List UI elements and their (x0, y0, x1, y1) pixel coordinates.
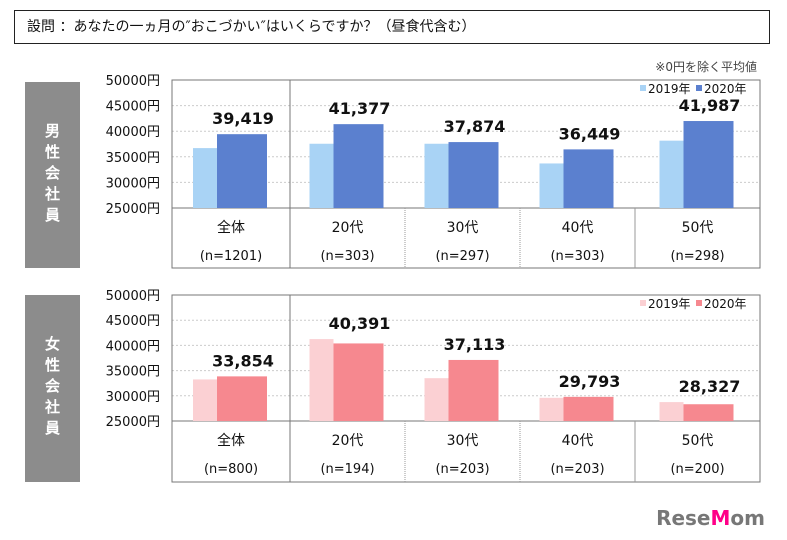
legend-label: 2019年 (648, 82, 691, 96)
category-label: 20代 (332, 433, 364, 449)
data-label: 40,391 (329, 314, 391, 333)
bar-2020 (217, 376, 267, 421)
data-label: 39,419 (212, 109, 274, 128)
bar-2020 (683, 404, 734, 421)
y-tick-label: 35000円 (106, 151, 160, 166)
data-label: 37,874 (444, 117, 506, 136)
y-tick-label: 40000円 (106, 339, 160, 354)
plot-frame (171, 294, 761, 483)
bar-2019 (659, 402, 684, 421)
question-title: 設問 ：あなたの一ヵ月の″おこづかい″はいくらですか？（昼食代含む） (14, 10, 770, 44)
y-tick-label: 25000円 (106, 415, 160, 430)
bar-2020 (217, 134, 267, 208)
y-tick-label: 30000円 (106, 390, 160, 405)
plot-frame (171, 79, 761, 269)
y-tick-label: 45000円 (106, 314, 160, 329)
data-label: 41,377 (329, 99, 391, 118)
sample-size-label: (n=1201) (200, 249, 262, 264)
data-label: 37,113 (444, 335, 506, 354)
bar-2020 (563, 396, 614, 421)
panel-label-female: 女性会社員 (25, 295, 80, 482)
resemom-logo: ReseMom (656, 506, 765, 530)
bar-2020 (563, 149, 614, 208)
sample-size-label: (n=800) (204, 462, 258, 477)
legend-swatch (696, 85, 702, 91)
y-tick-label: 45000円 (106, 100, 160, 115)
y-tick-label: 50000円 (106, 74, 160, 89)
category-label: 50代 (682, 433, 714, 449)
category-label: 全体 (217, 219, 245, 236)
average-note: ※0円を除く平均値 (655, 60, 757, 74)
y-tick-label: 30000円 (106, 176, 160, 191)
bar-2019 (539, 163, 564, 208)
legend-label: 2020年 (704, 297, 747, 311)
data-label: 36,449 (559, 124, 621, 143)
y-tick-label: 50000円 (106, 289, 160, 304)
data-label: 33,854 (212, 351, 274, 370)
bar-2019 (424, 378, 449, 421)
legend-swatch (696, 300, 702, 306)
category-label: 30代 (447, 220, 479, 236)
sample-size-label: (n=200) (670, 462, 724, 477)
data-label: 29,793 (559, 372, 621, 391)
sample-size-label: (n=297) (435, 249, 489, 264)
legend-label: 2019年 (648, 297, 691, 311)
bar-2020 (333, 343, 384, 421)
bar-2019 (309, 143, 334, 208)
category-label: 20代 (332, 220, 364, 236)
bar-2019 (193, 379, 217, 421)
y-tick-label: 35000円 (106, 365, 160, 380)
data-label: 28,327 (679, 377, 741, 396)
category-label: 40代 (562, 220, 594, 236)
category-label: 30代 (447, 433, 479, 449)
bar-2019 (309, 339, 334, 421)
sample-size-label: (n=203) (550, 462, 604, 477)
data-label: 41,987 (679, 96, 741, 115)
y-tick-label: 25000円 (106, 202, 160, 217)
bar-2020 (333, 124, 384, 208)
sample-size-label: (n=303) (320, 249, 374, 264)
category-label: 40代 (562, 433, 594, 449)
legend-swatch (640, 300, 646, 306)
sample-size-label: (n=203) (435, 462, 489, 477)
panel-label-male: 男性会社員 (25, 82, 80, 268)
legend-swatch (640, 85, 646, 91)
bar-2020 (448, 142, 499, 208)
bar-2019 (659, 140, 684, 208)
bar-2019 (424, 143, 449, 208)
sample-size-label: (n=303) (550, 249, 604, 264)
category-label: 50代 (682, 220, 714, 236)
y-tick-label: 40000円 (106, 125, 160, 140)
bar-2020 (683, 121, 734, 208)
category-label: 全体 (217, 432, 245, 449)
bar-2019 (539, 397, 564, 421)
sample-size-label: (n=194) (320, 462, 374, 477)
sample-size-label: (n=298) (670, 249, 724, 264)
legend-label: 2020年 (704, 82, 747, 96)
bar-2020 (448, 359, 499, 421)
bar-2019 (193, 148, 217, 208)
